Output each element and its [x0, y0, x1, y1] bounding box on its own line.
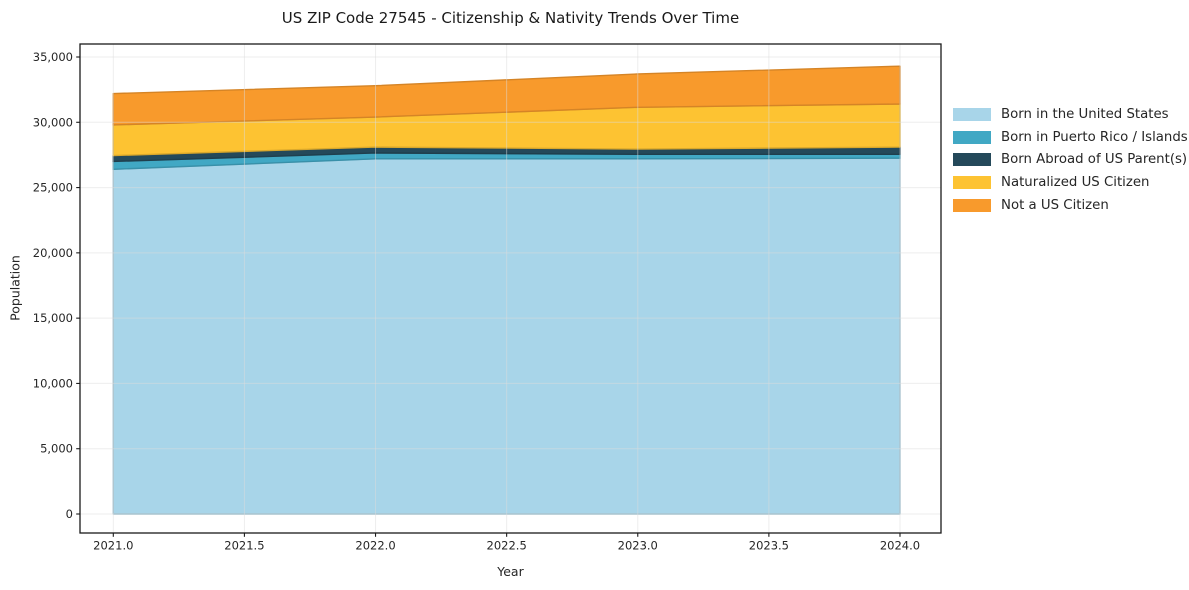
legend-label: Not a US Citizen	[1001, 198, 1109, 214]
legend: Born in the United States Born in Puerto …	[953, 103, 1188, 217]
y-axis-title: Population	[7, 255, 23, 321]
legend-swatch-icon	[953, 176, 991, 190]
legend-swatch-icon	[953, 199, 991, 213]
x-axis-title: Year	[497, 564, 524, 579]
legend-item-naturalized-us-citizen: Naturalized US Citizen	[953, 171, 1188, 194]
y-tick-label: 10,000	[33, 376, 73, 390]
x-tick-label: 2023.5	[749, 539, 789, 553]
legend-swatch-icon	[953, 130, 991, 144]
y-tick-label: 0	[66, 507, 73, 521]
legend-item-born-in-the-united-states: Born in the United States	[953, 103, 1188, 126]
y-tick-label: 35,000	[33, 50, 73, 64]
x-tick-label: 2023.0	[618, 539, 658, 553]
x-tick-label: 2021.5	[224, 539, 264, 553]
legend-item-born-in-puerto-rico-islands: Born in Puerto Rico / Islands	[953, 126, 1188, 149]
y-tick-label: 20,000	[33, 246, 73, 260]
legend-swatch-icon	[953, 153, 991, 167]
legend-label: Born in the United States	[1001, 106, 1169, 122]
y-tick-label: 5,000	[40, 442, 73, 456]
y-tick-label: 25,000	[33, 181, 73, 195]
x-tick-label: 2024.0	[880, 539, 920, 553]
legend-item-born-abroad-of-us-parent-s: Born Abroad of US Parent(s)	[953, 149, 1188, 172]
legend-swatch-icon	[953, 107, 991, 121]
legend-label: Born Abroad of US Parent(s)	[1001, 152, 1188, 168]
legend-item-not-a-us-citizen: Not a US Citizen	[953, 194, 1188, 217]
x-tick-label: 2022.0	[355, 539, 395, 553]
chart-title: US ZIP Code 27545 - Citizenship & Nativi…	[281, 9, 740, 27]
y-tick-label: 15,000	[33, 311, 73, 325]
x-tick-label: 2021.0	[93, 539, 133, 553]
y-tick-label: 30,000	[33, 115, 73, 129]
legend-label: Naturalized US Citizen	[1001, 175, 1150, 191]
x-tick-label: 2022.5	[487, 539, 527, 553]
axes-frame	[79, 43, 942, 534]
legend-label: Born in Puerto Rico / Islands	[1001, 129, 1188, 145]
